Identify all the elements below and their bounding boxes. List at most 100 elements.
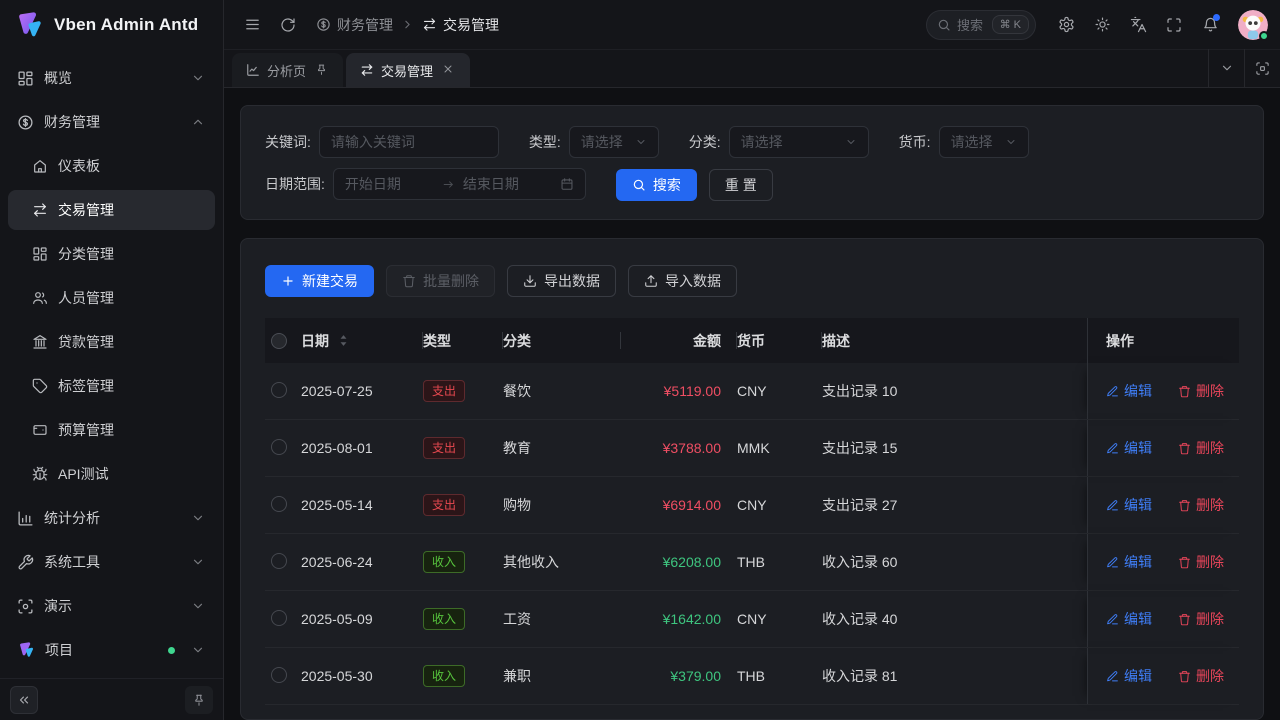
cell-category: 购物: [503, 497, 531, 513]
row-checkbox[interactable]: [271, 438, 287, 455]
wallet-icon: [32, 422, 48, 438]
sidebar-item-label: 财务管理: [44, 114, 100, 130]
global-search-button[interactable]: 搜索 ⌘ K: [926, 9, 1036, 40]
sidebar-item-finance[interactable]: 财务管理: [8, 102, 215, 142]
type-badge: 支出: [423, 494, 466, 516]
filter-actions: 搜索 重 置: [615, 169, 773, 201]
tab-options-button[interactable]: [1208, 49, 1244, 87]
sidebar-item-label: 标签管理: [58, 378, 114, 394]
language-button[interactable]: [1122, 9, 1154, 41]
pencil-icon: [1106, 385, 1119, 398]
collapse-sidebar-button[interactable]: [10, 685, 38, 714]
double-chevron-left-icon: [17, 693, 31, 707]
sidebar-item-budget[interactable]: 预算管理: [8, 410, 215, 450]
settings-button[interactable]: [1050, 9, 1082, 41]
edit-button[interactable]: 编辑: [1106, 666, 1152, 686]
edit-button[interactable]: 编辑: [1106, 438, 1152, 458]
row-checkbox[interactable]: [271, 381, 287, 398]
edit-button[interactable]: 编辑: [1106, 609, 1152, 629]
new-transaction-button[interactable]: 新建交易: [265, 265, 374, 297]
sidebar-item-api-test[interactable]: API测试: [8, 454, 215, 494]
chevron-down-icon: [1005, 136, 1017, 148]
cell-date: 2025-05-14: [301, 497, 373, 513]
currency-select[interactable]: 请选择: [938, 126, 1029, 158]
chevron-down-icon: [1220, 61, 1234, 75]
home-icon: [32, 158, 48, 174]
chart-line-icon: [246, 63, 260, 77]
filter-keyword-label: 关键词:: [265, 134, 311, 150]
sidebar-item-statistics[interactable]: 统计分析: [8, 498, 215, 538]
sidebar-item-transactions[interactable]: 交易管理: [8, 190, 215, 230]
cell-amount: ¥1642.00: [662, 611, 721, 627]
sidebar-item-system-tools[interactable]: 系统工具: [8, 542, 215, 582]
row-checkbox[interactable]: [271, 609, 287, 626]
cell-amount: ¥3788.00: [662, 440, 721, 456]
type-badge: 支出: [423, 380, 466, 402]
pin-sidebar-button[interactable]: [185, 685, 213, 714]
close-icon[interactable]: [442, 63, 456, 77]
logo-row[interactable]: Vben Admin Antd: [0, 0, 223, 50]
breadcrumb-current: 交易管理: [422, 15, 499, 35]
filter-date-range: 日期范围: 开始日期 结束日期: [265, 168, 586, 200]
row-checkbox[interactable]: [271, 495, 287, 512]
sidebar-item-demo[interactable]: 演示: [8, 586, 215, 626]
select-all-checkbox[interactable]: [271, 332, 287, 349]
edit-button[interactable]: 编辑: [1106, 381, 1152, 401]
notifications-button[interactable]: [1194, 9, 1226, 41]
theme-toggle-button[interactable]: [1086, 9, 1118, 41]
refresh-button[interactable]: [272, 9, 304, 41]
transactions-panel: 新建交易 批量删除 导出数据: [240, 238, 1264, 720]
wrench-icon: [17, 554, 34, 571]
hamburger-menu-button[interactable]: [236, 9, 268, 41]
sidebar-item-loans[interactable]: 贷款管理: [8, 322, 215, 362]
vben-logo-icon: [14, 10, 44, 40]
column-type: 类型: [423, 332, 451, 349]
delete-button[interactable]: 删除: [1178, 495, 1224, 515]
date-range-picker[interactable]: 开始日期 结束日期: [332, 168, 586, 200]
cell-category: 餐饮: [503, 383, 531, 399]
sidebar-item-people[interactable]: 人员管理: [8, 278, 215, 318]
pin-icon[interactable]: [315, 63, 329, 77]
calendar-icon: [560, 177, 574, 191]
sidebar-menu: 概览 财务管理 仪表板: [0, 50, 223, 678]
maximize-content-button[interactable]: [1244, 49, 1280, 87]
gear-icon: [1058, 16, 1075, 33]
tab-transactions[interactable]: 交易管理: [346, 53, 471, 87]
cell-amount: ¥6914.00: [662, 497, 721, 513]
breadcrumb-parent[interactable]: 财务管理: [316, 15, 393, 35]
row-checkbox[interactable]: [271, 666, 287, 683]
users-icon: [32, 290, 48, 306]
reset-button[interactable]: 重 置: [708, 169, 773, 201]
batch-delete-button[interactable]: 批量删除: [386, 265, 495, 297]
fullscreen-button[interactable]: [1158, 9, 1190, 41]
edit-button[interactable]: 编辑: [1106, 552, 1152, 572]
sidebar-item-overview[interactable]: 概览: [8, 58, 215, 98]
sidebar-item-tags[interactable]: 标签管理: [8, 366, 215, 406]
download-icon: [523, 274, 537, 288]
cell-description: 支出记录 10: [822, 383, 898, 399]
cell-date: 2025-08-01: [301, 440, 373, 456]
user-avatar[interactable]: [1238, 9, 1269, 41]
delete-button[interactable]: 删除: [1178, 381, 1224, 401]
sidebar-item-project[interactable]: 项目: [8, 630, 215, 670]
keyword-input[interactable]: [330, 134, 487, 150]
import-data-button[interactable]: 导入数据: [628, 265, 737, 297]
column-date[interactable]: 日期: [301, 332, 329, 349]
delete-button[interactable]: 删除: [1178, 552, 1224, 572]
sidebar-item-dashboard[interactable]: 仪表板: [8, 146, 215, 186]
pencil-icon: [1106, 670, 1119, 683]
sort-icon[interactable]: [339, 334, 348, 347]
delete-button[interactable]: 删除: [1178, 666, 1224, 686]
delete-button[interactable]: 删除: [1178, 609, 1224, 629]
tab-analysis[interactable]: 分析页: [232, 53, 344, 87]
category-select[interactable]: 请选择: [728, 126, 869, 158]
delete-button[interactable]: 删除: [1178, 438, 1224, 458]
swap-arrows-icon: [422, 17, 437, 32]
export-data-button[interactable]: 导出数据: [507, 265, 616, 297]
search-button[interactable]: 搜索: [615, 169, 697, 201]
type-select[interactable]: 请选择: [568, 126, 659, 158]
sidebar-item-categories[interactable]: 分类管理: [8, 234, 215, 274]
edit-button[interactable]: 编辑: [1106, 495, 1152, 515]
row-checkbox[interactable]: [271, 552, 287, 569]
